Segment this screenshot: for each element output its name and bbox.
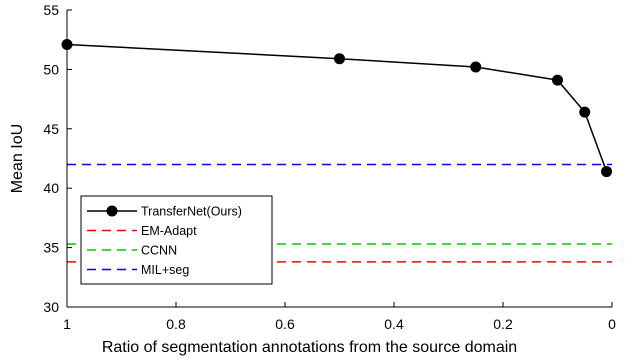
x-tick-label: 1 <box>63 316 71 332</box>
y-tick-label: 30 <box>43 299 59 315</box>
data-point-transfernet-ours <box>579 106 591 118</box>
y-axis-title: Mean IoU <box>9 124 26 193</box>
y-tick-label: 35 <box>43 240 59 256</box>
data-point-transfernet-ours <box>470 61 482 73</box>
series-line-transfernet-ours <box>66 43 608 172</box>
x-axis-title: Ratio of segmentation annotations from t… <box>102 339 517 356</box>
y-tick-label: 50 <box>43 61 59 77</box>
axes: 1 0.8 0.6 0.4 0.2 0 30 35 40 45 50 55 Ratio of segme… <box>9 2 616 356</box>
legend-label-em-adapt: EM-Adapt <box>141 224 197 238</box>
x-tick-label: 0.8 <box>166 316 186 332</box>
legend-marker-transfernet-ours <box>106 205 118 217</box>
y-tick-label: 45 <box>43 121 59 137</box>
y-tick-label: 40 <box>43 180 59 196</box>
legend-label-transfernet-ours: TransferNet(Ours) <box>141 205 242 219</box>
legend: TransferNet(Ours) EM-Adapt CCNN MIL+seg <box>80 195 273 285</box>
legend-label-mil-seg: MIL+seg <box>141 263 189 277</box>
legend-box <box>80 195 273 285</box>
data-point-transfernet-ours <box>334 53 345 65</box>
legend-label-ccnn: CCNN <box>141 244 177 258</box>
y-tick-label: 55 <box>43 2 59 18</box>
data-point-transfernet-ours <box>552 74 563 86</box>
x-tick-label: 0.2 <box>493 316 513 332</box>
x-tick-label: 0.4 <box>384 316 404 332</box>
x-tick-label: 0 <box>608 316 616 332</box>
data-point-transfernet-ours <box>601 166 613 178</box>
x-tick-label: 0.6 <box>275 316 295 332</box>
